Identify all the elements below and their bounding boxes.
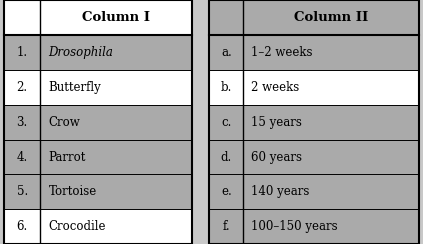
Bar	[4, 209, 192, 244]
Text: 1–2 weeks: 1–2 weeks	[251, 46, 312, 59]
Text: e.: e.	[221, 185, 232, 198]
Bar	[209, 70, 419, 105]
Bar	[4, 70, 192, 105]
Text: f.: f.	[222, 220, 230, 233]
Text: a.: a.	[221, 46, 232, 59]
Text: Crocodile: Crocodile	[49, 220, 106, 233]
Text: 60 years: 60 years	[251, 151, 302, 163]
Text: d.: d.	[221, 151, 232, 163]
Text: 3.: 3.	[16, 116, 28, 129]
Text: Drosophila: Drosophila	[49, 46, 113, 59]
Bar	[4, 0, 192, 244]
Bar	[4, 140, 192, 174]
Bar	[209, 209, 419, 244]
Text: c.: c.	[221, 116, 231, 129]
Text: 1.: 1.	[16, 46, 28, 59]
Bar	[4, 0, 192, 35]
Text: 2 weeks: 2 weeks	[251, 81, 299, 94]
Text: 5.: 5.	[16, 185, 28, 198]
Text: 15 years: 15 years	[251, 116, 302, 129]
Bar	[209, 0, 419, 244]
Bar	[4, 174, 192, 209]
Text: 140 years: 140 years	[251, 185, 309, 198]
Text: 4.: 4.	[16, 151, 28, 163]
Bar	[209, 140, 419, 174]
Bar	[209, 35, 419, 70]
Text: 6.: 6.	[16, 220, 28, 233]
Text: Butterfly: Butterfly	[49, 81, 102, 94]
Text: 100–150 years: 100–150 years	[251, 220, 338, 233]
Text: Parrot: Parrot	[49, 151, 86, 163]
Bar	[209, 105, 419, 140]
Bar	[209, 174, 419, 209]
Text: 2.: 2.	[16, 81, 28, 94]
Text: b.: b.	[221, 81, 232, 94]
Bar	[209, 0, 419, 35]
Text: Column II: Column II	[294, 11, 368, 24]
Text: Crow: Crow	[49, 116, 80, 129]
Bar	[4, 105, 192, 140]
Text: Tortoise: Tortoise	[49, 185, 97, 198]
Bar	[4, 35, 192, 70]
Text: Column I: Column I	[82, 11, 150, 24]
